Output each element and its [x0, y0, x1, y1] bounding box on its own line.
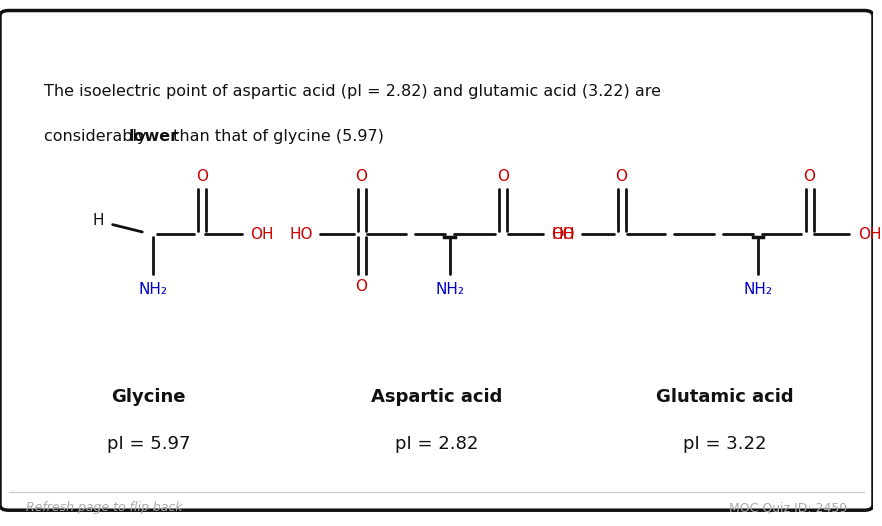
Text: Glycine: Glycine: [111, 388, 185, 406]
Text: pI = 3.22: pI = 3.22: [683, 436, 766, 453]
Text: HO: HO: [289, 227, 313, 241]
Text: OH: OH: [250, 227, 273, 241]
Text: pI = 5.97: pI = 5.97: [107, 436, 191, 453]
Text: OH: OH: [551, 227, 575, 241]
Text: than that of glycine (5.97): than that of glycine (5.97): [168, 129, 385, 144]
Text: O: O: [616, 169, 628, 184]
Text: Glutamic acid: Glutamic acid: [655, 388, 794, 406]
Text: HO: HO: [551, 227, 575, 241]
Text: Aspartic acid: Aspartic acid: [370, 388, 502, 406]
Text: O: O: [804, 169, 815, 184]
Text: NH₂: NH₂: [138, 282, 168, 297]
Text: O: O: [355, 169, 368, 184]
Text: lower: lower: [128, 129, 178, 144]
Text: OH: OH: [857, 227, 881, 241]
Text: NH₂: NH₂: [435, 282, 464, 297]
Text: H: H: [93, 214, 104, 228]
Text: pI = 2.82: pI = 2.82: [395, 436, 478, 453]
Text: The isoelectric point of aspartic acid (pI = 2.82) and glutamic acid (3.22) are: The isoelectric point of aspartic acid (…: [43, 84, 661, 99]
FancyBboxPatch shape: [0, 11, 873, 510]
Text: MOC Quiz ID: 2459: MOC Quiz ID: 2459: [729, 501, 847, 514]
Text: Refresh page to flip back: Refresh page to flip back: [26, 501, 183, 514]
Text: O: O: [196, 169, 207, 184]
Text: NH₂: NH₂: [744, 282, 773, 297]
Text: O: O: [355, 279, 368, 294]
Text: O: O: [497, 169, 509, 184]
Text: considerably: considerably: [43, 129, 152, 144]
